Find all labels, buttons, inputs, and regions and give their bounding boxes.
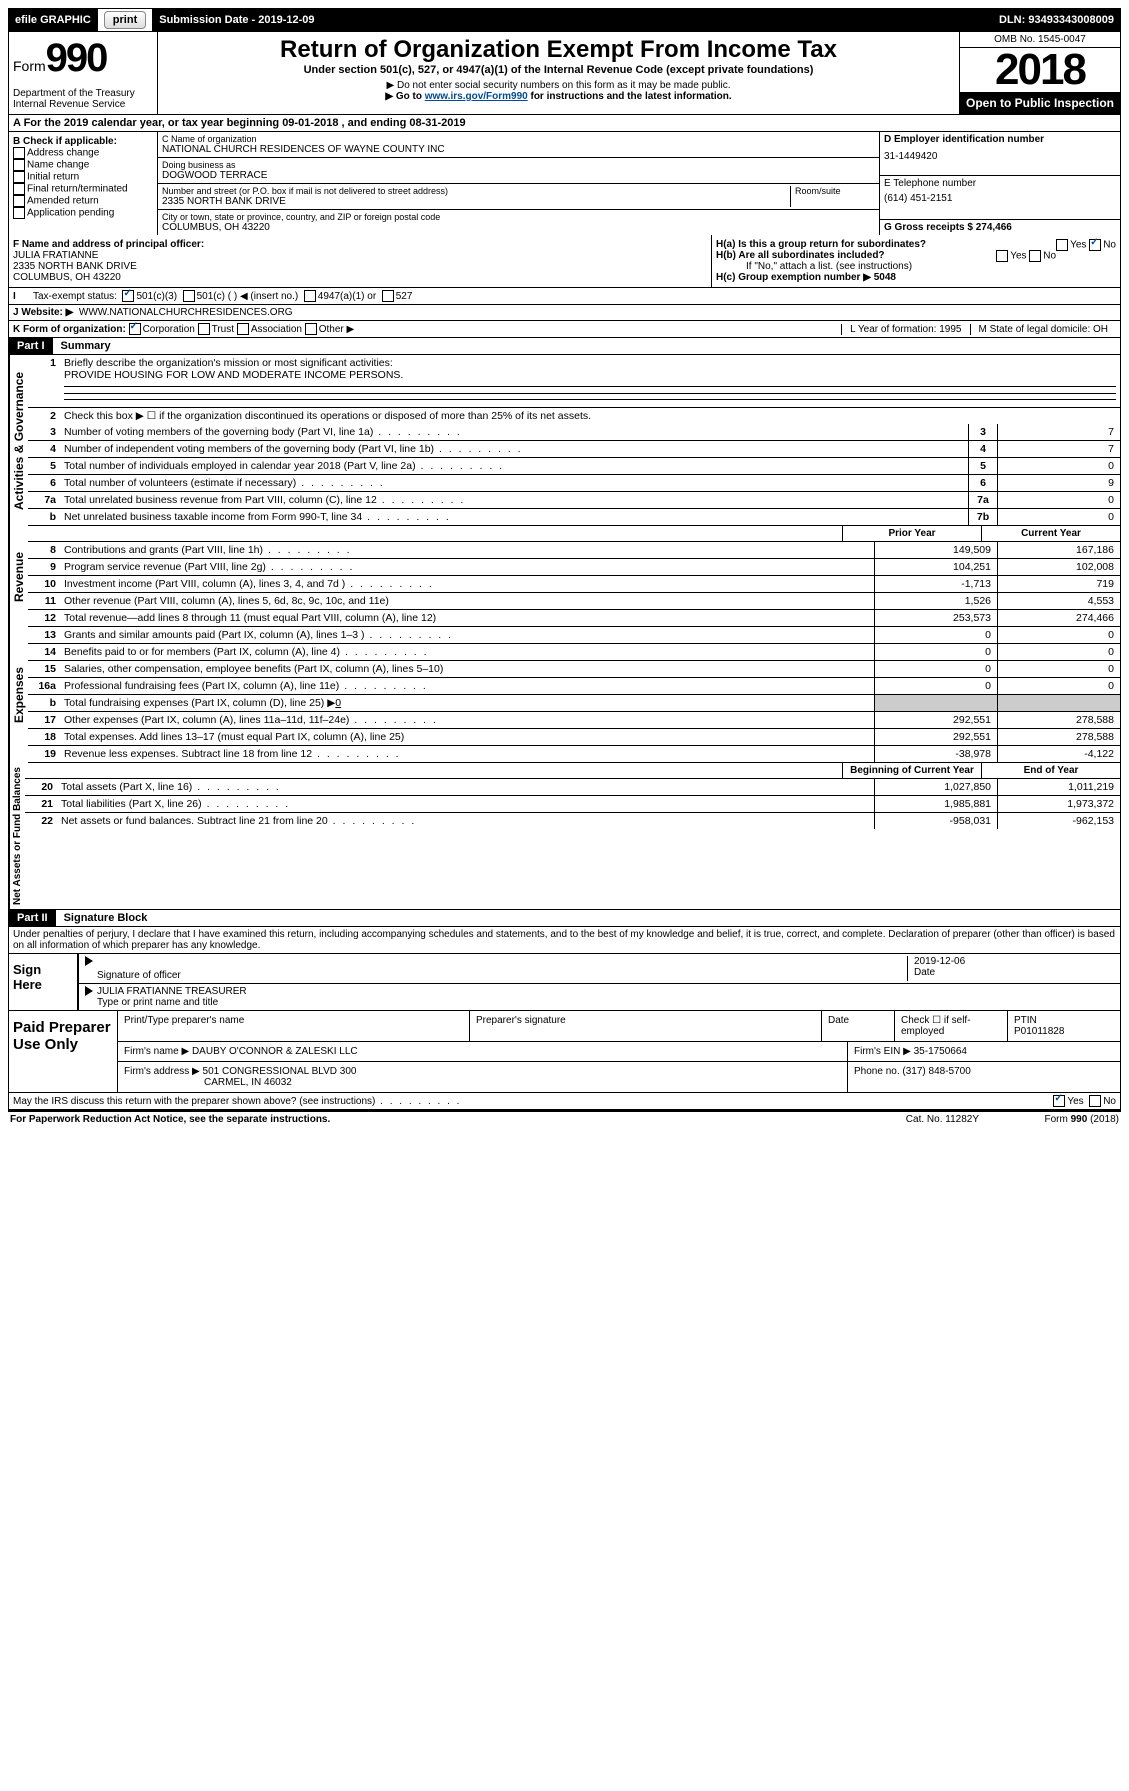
sign-here-block: Sign Here Signature of officer2019-12-06… — [8, 954, 1121, 1011]
arrow-icon — [85, 956, 93, 966]
arrow-icon — [85, 986, 93, 996]
irs-label: Internal Revenue Service — [13, 99, 135, 110]
efile-label: efile GRAPHIC — [9, 9, 97, 31]
note-ssn: ▶ Do not enter social security numbers o… — [162, 80, 955, 91]
block-bcde: B Check if applicable: Address change Na… — [8, 132, 1121, 235]
form-number: 990 — [46, 36, 107, 80]
row-i: I Tax-exempt status: 501(c)(3) 501(c) ( … — [8, 288, 1121, 305]
topbar-spacer — [322, 9, 992, 31]
dept-label: Department of the Treasury — [13, 88, 135, 99]
dln-label: DLN: 93493343008009 — [993, 9, 1120, 31]
discuss-row: May the IRS discuss this return with the… — [8, 1093, 1121, 1110]
submission-date: Submission Date - 2019-12-09 — [153, 9, 320, 31]
form-word: Form — [13, 58, 46, 74]
row-fh: F Name and address of principal officer:… — [8, 235, 1121, 288]
note-goto: ▶ Go to www.irs.gov/Form990 for instruct… — [162, 91, 955, 102]
main-title: Return of Organization Exempt From Incom… — [162, 36, 955, 64]
paid-preparer-block: Paid Preparer Use Only Print/Type prepar… — [8, 1011, 1121, 1093]
footer: For Paperwork Reduction Act Notice, see … — [8, 1110, 1121, 1127]
summary-governance: Activities & Governance 1Briefly describ… — [8, 355, 1121, 526]
column-b: B Check if applicable: Address change Na… — [9, 132, 158, 235]
summary-revenue: Revenue Prior YearCurrent Year 8Contribu… — [8, 526, 1121, 627]
row-j: J Website: ▶ WWW.NATIONALCHURCHRESIDENCE… — [8, 305, 1121, 321]
tax-year: 2018 — [960, 48, 1120, 92]
open-public: Open to Public Inspection — [960, 92, 1120, 114]
section-a: A For the 2019 calendar year, or tax yea… — [8, 115, 1121, 132]
summary-expenses: Expenses 13Grants and similar amounts pa… — [8, 627, 1121, 763]
column-de: D Employer identification number31-14494… — [879, 132, 1120, 235]
part-2-header: Part II Signature Block — [8, 910, 1121, 927]
part-1-header: Part I Summary — [8, 338, 1121, 355]
form-header: Form990 Department of the Treasury Inter… — [8, 32, 1121, 115]
row-klm: K Form of organization: Corporation Trus… — [8, 321, 1121, 338]
print-button[interactable]: print — [98, 9, 152, 31]
subtitle: Under section 501(c), 527, or 4947(a)(1)… — [162, 64, 955, 76]
summary-net-assets: Net Assets or Fund Balances Beginning of… — [8, 763, 1121, 910]
column-c: C Name of organizationNATIONAL CHURCH RE… — [158, 132, 879, 235]
irs-link[interactable]: www.irs.gov/Form990 — [425, 91, 528, 102]
perjury-text: Under penalties of perjury, I declare th… — [8, 927, 1121, 954]
top-bar: efile GRAPHIC print Submission Date - 20… — [8, 8, 1121, 32]
